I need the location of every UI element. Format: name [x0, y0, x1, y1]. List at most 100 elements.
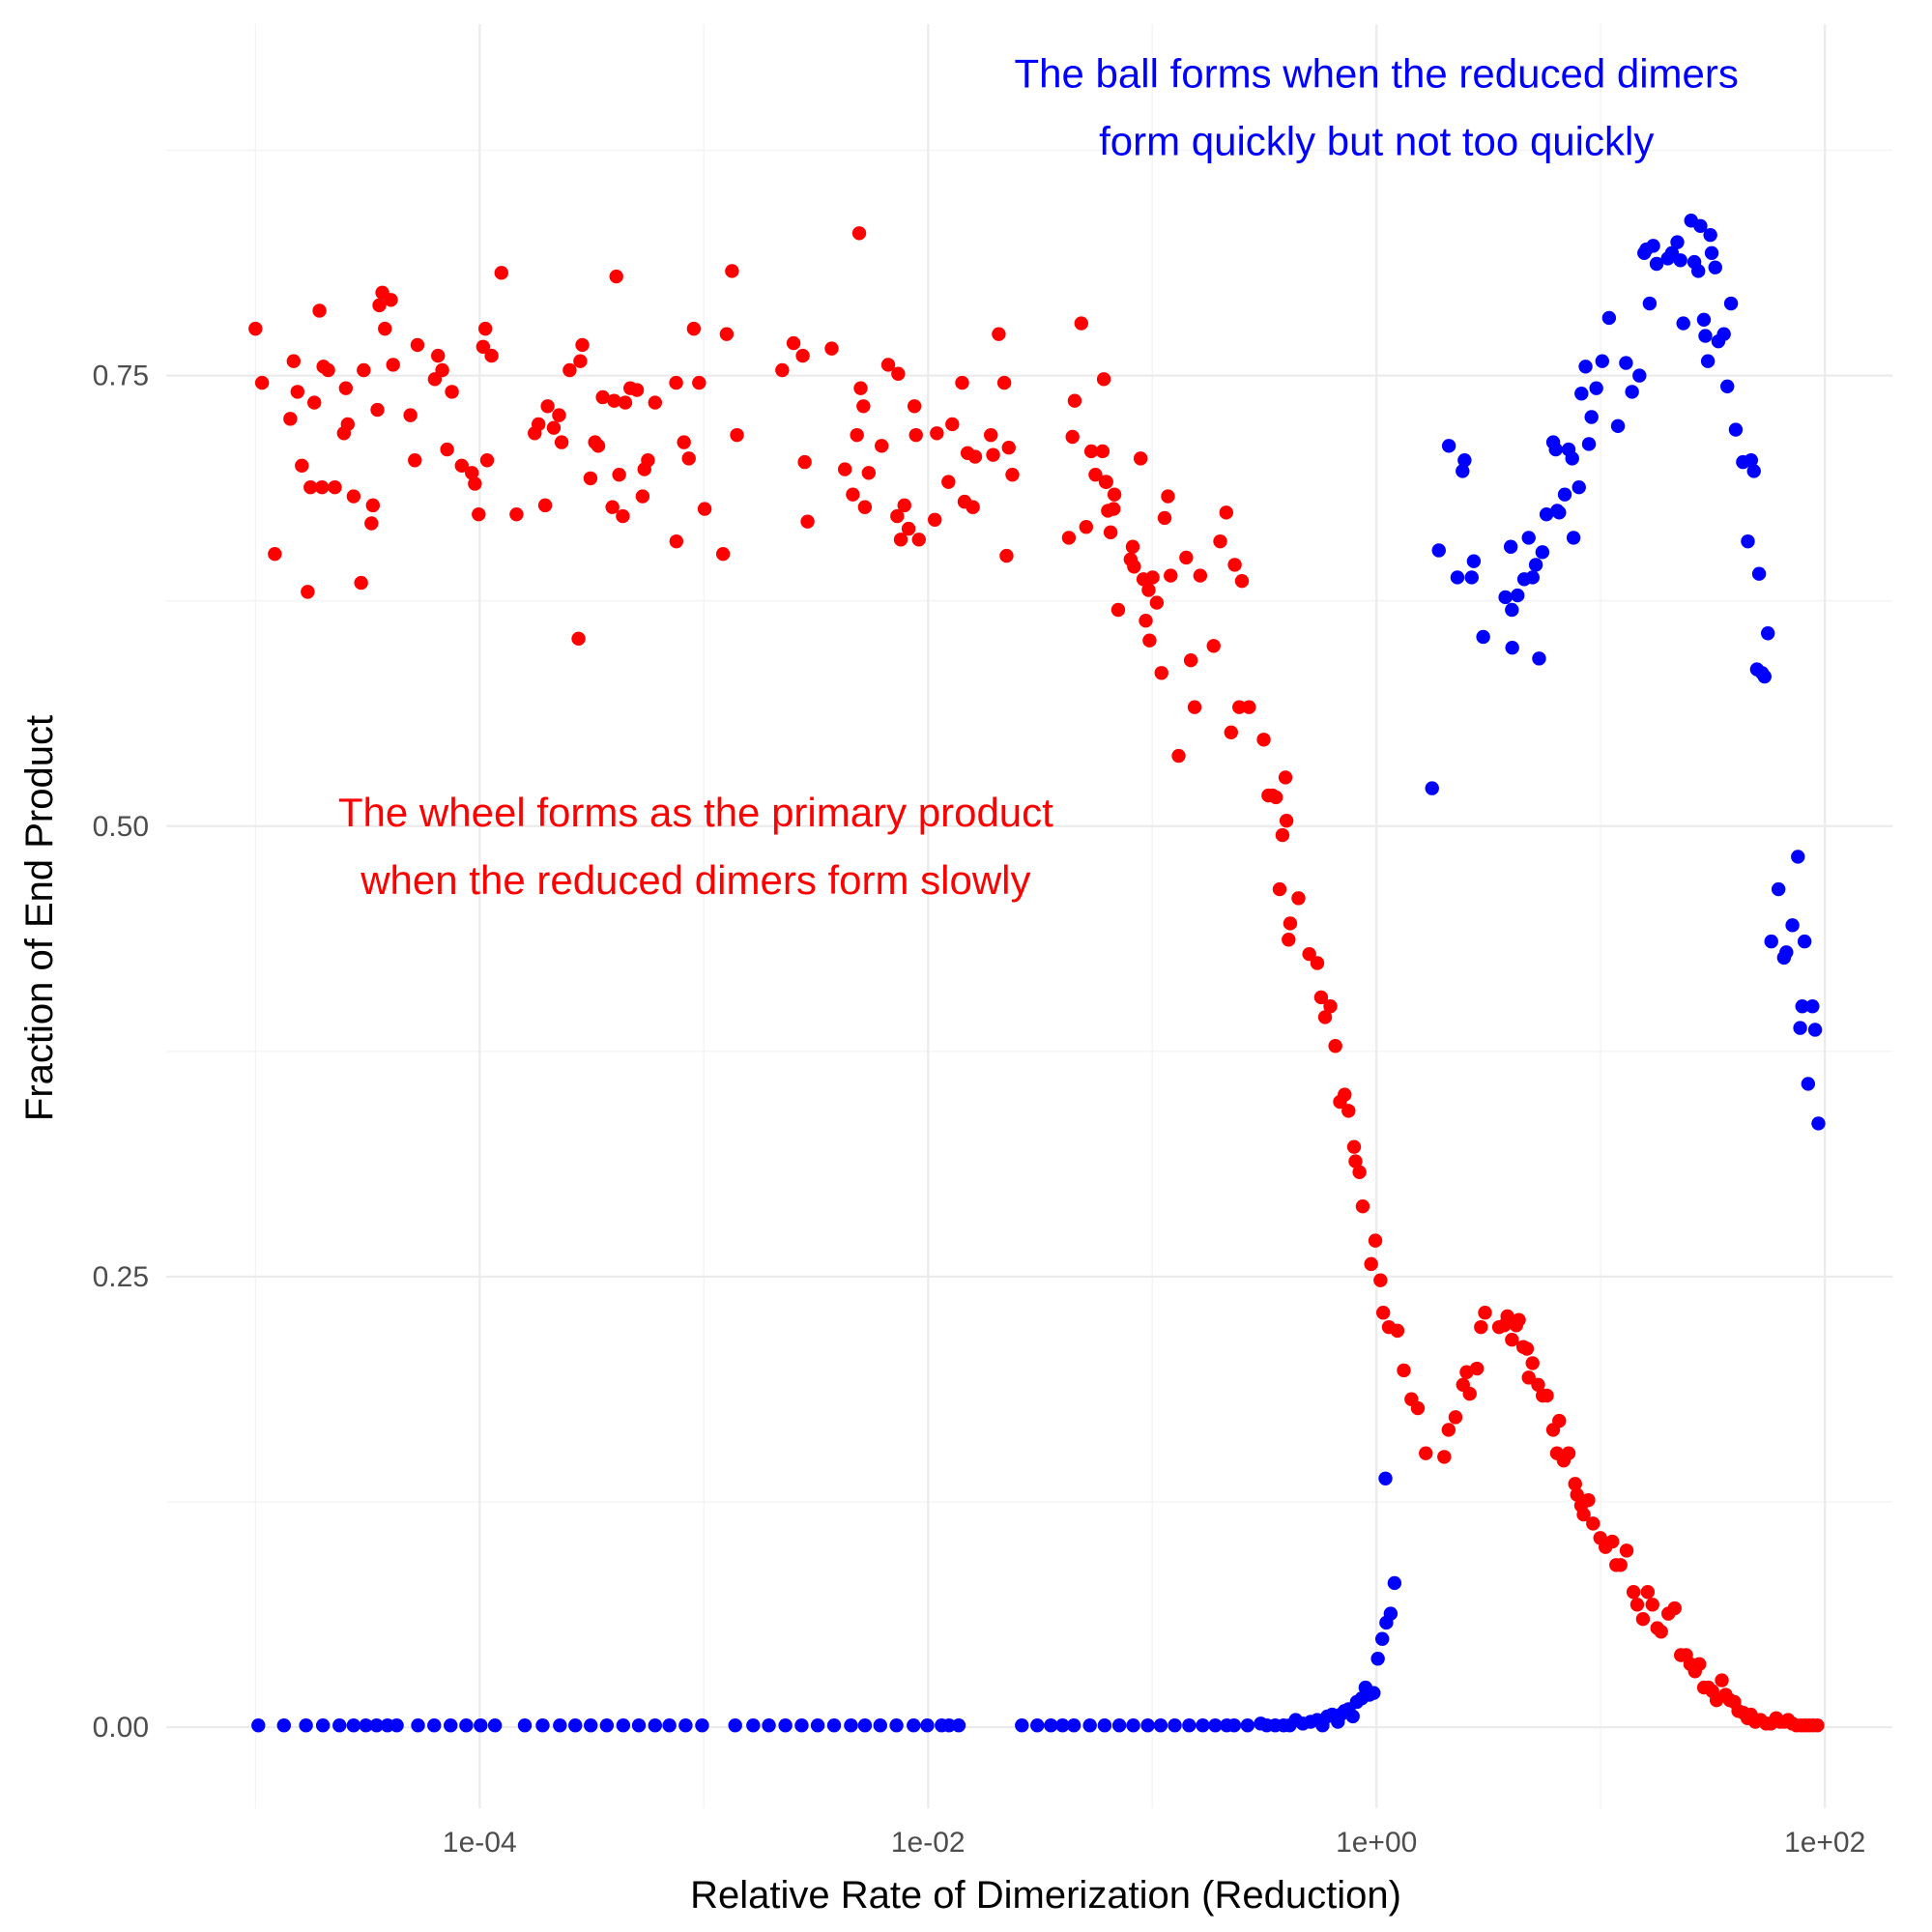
red-data-point	[1715, 1673, 1729, 1687]
blue-data-point	[695, 1718, 709, 1733]
red-data-point	[1283, 916, 1298, 931]
red-data-point	[1061, 531, 1077, 545]
red-data-point	[928, 512, 942, 527]
red-data-point	[1161, 489, 1175, 504]
red-data-point	[824, 341, 839, 356]
red-data-point	[1355, 1199, 1370, 1214]
red-data-point	[1164, 568, 1178, 583]
red-data-point	[851, 226, 867, 241]
red-data-point	[692, 375, 706, 390]
blue-data-point	[517, 1718, 533, 1733]
blue-data-point	[1785, 918, 1800, 933]
red-data-point	[1373, 1273, 1388, 1287]
blue-data-point	[1791, 850, 1805, 864]
red-data-point	[370, 402, 385, 418]
red-data-point	[941, 475, 956, 489]
red-data-point	[1095, 444, 1110, 459]
red-data-point	[575, 337, 590, 353]
blue-data-point	[1746, 464, 1761, 478]
red-data-point	[966, 500, 980, 514]
blue-data-point	[1552, 505, 1567, 520]
blue-data-point	[1456, 464, 1470, 478]
blue-data-point	[1565, 451, 1579, 466]
red-data-point	[328, 480, 342, 495]
blue-data-point	[1505, 640, 1519, 655]
blue-data-point	[616, 1718, 631, 1733]
y-axis-title: Fraction of End Product	[18, 715, 61, 1121]
x-tick-label: 1e-04	[443, 1827, 517, 1859]
red-data-point	[1654, 1625, 1668, 1639]
blue-data-point	[1505, 602, 1519, 618]
red-data-point	[797, 454, 812, 470]
red-data-point	[1282, 933, 1296, 947]
red-data-point	[677, 435, 691, 449]
red-data-point	[1469, 1361, 1485, 1376]
blue-data-point	[1779, 945, 1794, 960]
red-data-point	[583, 471, 598, 486]
red-data-point	[607, 393, 621, 408]
red-data-point	[1133, 451, 1148, 466]
red-data-point	[403, 408, 418, 422]
red-data-point	[494, 266, 508, 280]
red-data-point	[1001, 440, 1016, 455]
blue-data-point	[474, 1718, 488, 1733]
red-data-point	[1348, 1154, 1363, 1168]
blue-data-point	[1566, 531, 1581, 545]
blue-data-point	[427, 1718, 442, 1733]
y-tick-label: 0.25	[93, 1261, 149, 1293]
red-data-point	[1079, 520, 1094, 534]
blue-data-point	[1535, 545, 1550, 560]
blue-data-point	[1805, 999, 1820, 1014]
blue-data-point	[1632, 368, 1647, 383]
red-data-point	[890, 508, 905, 524]
blue-data-point	[411, 1718, 425, 1733]
red-data-point	[354, 575, 368, 591]
red-data-point	[850, 427, 864, 443]
blue-data-point	[1693, 218, 1708, 234]
red-data-point	[1232, 700, 1247, 714]
blue-data-point	[1584, 410, 1599, 424]
blue-data-point	[1066, 1718, 1081, 1733]
blue-data-point	[826, 1718, 842, 1733]
red-data-point	[1474, 1319, 1488, 1335]
red-data-point	[1576, 1507, 1591, 1522]
blue-data-point	[1801, 1077, 1816, 1091]
blue-data-point	[1728, 422, 1744, 437]
red-data-point	[1268, 790, 1283, 805]
x-tick-label: 1e+02	[1784, 1827, 1865, 1859]
blue-data-point	[1153, 1718, 1168, 1733]
red-data-point	[410, 337, 425, 353]
y-tick-labels: 0.00 0.25 0.50 0.75	[93, 360, 149, 1744]
red-data-point	[408, 453, 422, 468]
red-data-point	[635, 489, 650, 504]
red-data-point	[386, 358, 400, 372]
red-data-point	[1107, 502, 1121, 516]
red-data-point	[984, 427, 998, 443]
blue-data-point	[251, 1718, 266, 1733]
red-data-point	[1067, 393, 1082, 408]
blue-data-point	[728, 1718, 742, 1733]
blue-data-point	[1126, 1718, 1140, 1733]
red-data-point	[431, 348, 446, 363]
red-data-point	[1568, 1477, 1582, 1491]
blue-data-point	[1510, 588, 1525, 603]
red-data-point	[669, 533, 684, 549]
blue-data-point	[1374, 1631, 1390, 1646]
red-data-point	[857, 500, 873, 514]
blue-data-point	[1625, 385, 1639, 399]
red-data-point	[290, 385, 305, 399]
y-tick-label: 0.50	[93, 811, 149, 843]
grid-lines	[166, 24, 1892, 1808]
red-data-point	[800, 514, 815, 529]
blue-data-point	[1619, 356, 1633, 370]
red-data-point	[1127, 560, 1141, 574]
red-data-point	[686, 321, 702, 336]
blue-data-point	[1015, 1718, 1029, 1733]
red-data-point	[357, 362, 371, 378]
red-data-point	[967, 449, 983, 464]
red-data-point	[283, 412, 298, 426]
blue-data-point	[1055, 1718, 1070, 1733]
blue-data-point	[648, 1718, 663, 1733]
red-data-point	[1375, 1306, 1391, 1320]
